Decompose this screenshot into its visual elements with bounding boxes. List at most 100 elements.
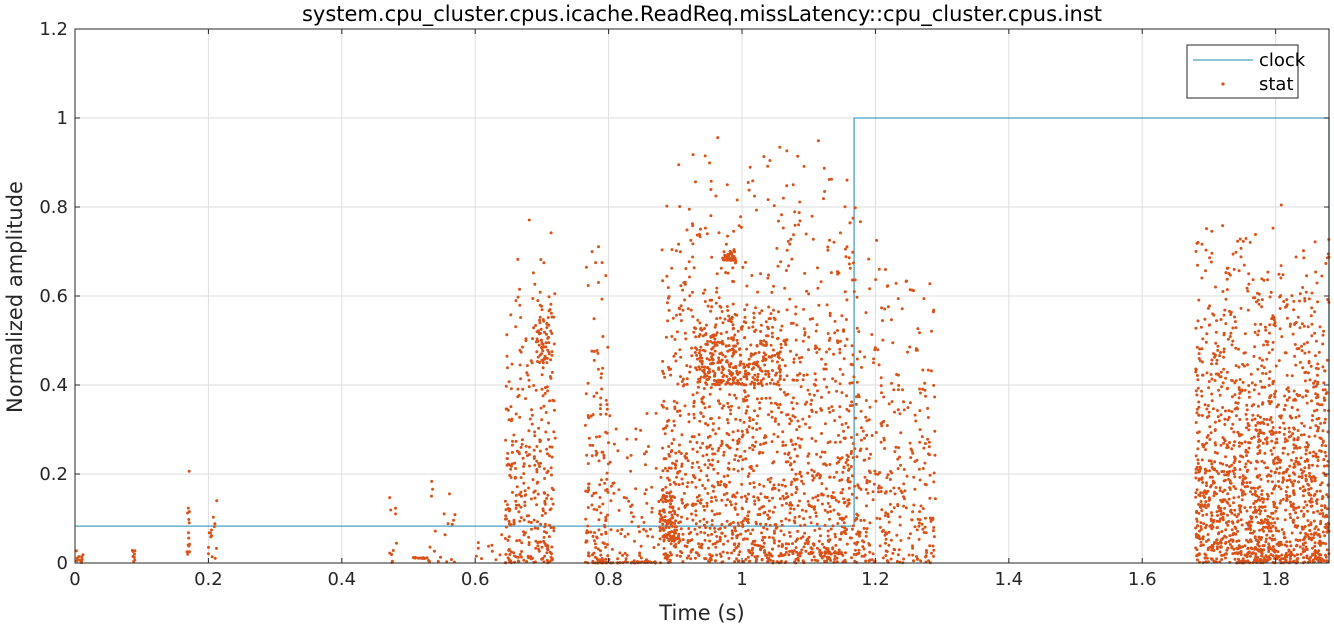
stat-point: [812, 555, 816, 559]
stat-point: [725, 519, 729, 523]
stat-point: [505, 354, 509, 358]
stat-point: [755, 397, 759, 401]
stat-point: [1296, 438, 1300, 441]
stat-point: [915, 528, 919, 532]
stat-point: [762, 351, 766, 355]
stat-point: [1254, 556, 1258, 560]
stat-point: [749, 464, 753, 468]
stat-point: [794, 442, 798, 446]
stat-point: [915, 458, 919, 462]
stat-point: [510, 419, 513, 423]
stat-point: [930, 329, 933, 333]
stat-point: [713, 371, 717, 375]
stat-point: [540, 418, 544, 422]
stat-point: [506, 408, 510, 412]
stat-point: [1271, 534, 1275, 537]
stat-point: [826, 529, 830, 533]
stat-point: [1271, 517, 1275, 521]
stat-point: [1240, 433, 1243, 437]
stat-point: [729, 412, 732, 416]
stat-point: [928, 473, 932, 477]
stat-point: [1287, 426, 1291, 430]
stat-point: [845, 528, 848, 531]
stat-point: [1203, 556, 1207, 560]
stat-point: [1260, 489, 1264, 493]
stat-point: [1242, 263, 1246, 267]
stat-point: [1307, 487, 1311, 491]
stat-point: [1325, 525, 1329, 529]
stat-point: [771, 369, 774, 372]
stat-point: [778, 497, 782, 501]
y-tick-label: 1.2: [39, 19, 68, 40]
stat-point: [1314, 366, 1318, 370]
stat-point: [1237, 546, 1241, 550]
stat-point: [1217, 388, 1221, 392]
stat-point: [869, 452, 873, 456]
stat-point: [1293, 554, 1297, 558]
stat-point: [1202, 522, 1206, 526]
stat-point: [835, 389, 839, 393]
stat-point: [807, 452, 811, 456]
stat-point: [504, 514, 508, 518]
stat-point: [748, 416, 752, 420]
stat-point: [762, 484, 766, 488]
stat-point: [785, 492, 788, 495]
stat-point: [535, 468, 539, 471]
stat-point: [1262, 529, 1266, 533]
stat-point: [1199, 500, 1203, 503]
stat-point: [708, 443, 712, 447]
stat-point: [1247, 282, 1251, 286]
stat-point: [1267, 521, 1271, 524]
stat-point: [823, 422, 827, 426]
stat-point: [703, 365, 707, 369]
stat-point: [1240, 441, 1244, 445]
stat-point: [898, 523, 902, 527]
stat-point: [1305, 441, 1309, 445]
stat-point: [544, 430, 548, 434]
stat-point: [1310, 418, 1314, 422]
stat-point: [705, 383, 709, 386]
stat-point: [908, 401, 912, 405]
stat-point: [670, 553, 673, 557]
stat-point: [717, 527, 721, 531]
stat-point: [1245, 286, 1249, 290]
stat-point: [1238, 468, 1242, 471]
stat-point: [1280, 557, 1284, 561]
stat-point: [1196, 524, 1199, 528]
stat-point: [679, 452, 683, 455]
stat-point: [1318, 489, 1322, 493]
stat-point: [605, 543, 609, 546]
stat-point: [771, 536, 775, 540]
stat-point: [1226, 445, 1230, 449]
stat-point: [1318, 539, 1322, 543]
stat-point: [1195, 519, 1199, 523]
stat-point: [689, 557, 693, 561]
stat-point: [1239, 488, 1243, 492]
stat-point: [814, 439, 818, 443]
stat-point: [688, 370, 692, 374]
stat-point: [1265, 357, 1269, 361]
stat-point: [694, 335, 698, 339]
stat-point: [531, 297, 535, 300]
stat-point: [1313, 544, 1317, 548]
stat-point: [586, 284, 590, 287]
stat-point: [1238, 504, 1242, 508]
stat-point: [1236, 239, 1240, 243]
stat-point: [1215, 545, 1219, 549]
stat-point: [1248, 441, 1252, 445]
stat-point: [802, 327, 806, 331]
stat-point: [831, 524, 835, 528]
stat-point: [796, 373, 799, 377]
stat-point: [605, 403, 609, 406]
stat-point: [877, 363, 881, 367]
stat-point: [549, 507, 553, 511]
stat-point: [692, 435, 696, 439]
stat-point: [1225, 443, 1229, 447]
stat-point: [394, 506, 397, 510]
stat-point: [775, 560, 779, 564]
stat-point: [787, 553, 791, 557]
stat-point: [919, 504, 923, 508]
stat-point: [826, 494, 830, 498]
stat-point: [1252, 403, 1256, 407]
stat-point: [1310, 399, 1313, 403]
